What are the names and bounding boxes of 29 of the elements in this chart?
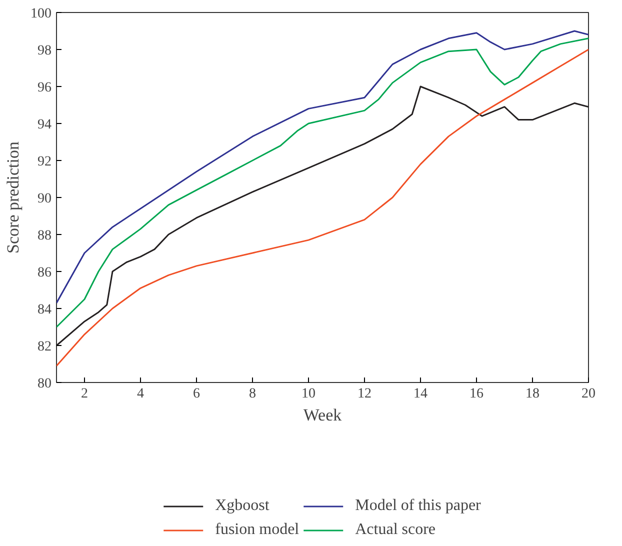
x-axis-title: Week	[303, 406, 342, 424]
y-tick-label: 84	[38, 302, 52, 318]
line-series	[56, 48, 588, 367]
x-tick-label: 16	[470, 386, 484, 402]
y-tick-label: 96	[38, 80, 52, 96]
y-tick-label: 82	[38, 340, 52, 354]
legend-label: Xgboost	[215, 496, 270, 514]
x-tick-label: 20	[582, 386, 596, 402]
x-tick-label: 14	[414, 386, 428, 402]
x-tick-label: 4	[137, 386, 144, 402]
x-tick-label: 12	[358, 386, 372, 402]
x-tick-label: 2	[81, 386, 88, 402]
y-tick-label: 92	[38, 154, 52, 170]
legend-label: Actual score	[355, 520, 436, 538]
x-tick-label: 10	[302, 386, 316, 402]
x-tick-label: 8	[249, 386, 256, 402]
y-tick-label: 90	[38, 192, 52, 206]
legend-label: fusion model	[215, 520, 300, 538]
y-tick-label: 86	[38, 266, 52, 280]
y-tick-label: 88	[38, 228, 52, 244]
y-tick-label: 98	[38, 44, 52, 58]
x-tick-label: 18	[526, 386, 540, 402]
y-tick-label: 94	[38, 118, 52, 132]
y-tick-label: 100	[30, 6, 52, 22]
legend-label: Model of this paper	[355, 496, 481, 514]
y-tick-label: 80	[38, 376, 52, 392]
y-axis-title: Score prediction	[4, 141, 22, 254]
line-series	[56, 86, 588, 346]
x-tick-label: 6	[193, 386, 200, 402]
